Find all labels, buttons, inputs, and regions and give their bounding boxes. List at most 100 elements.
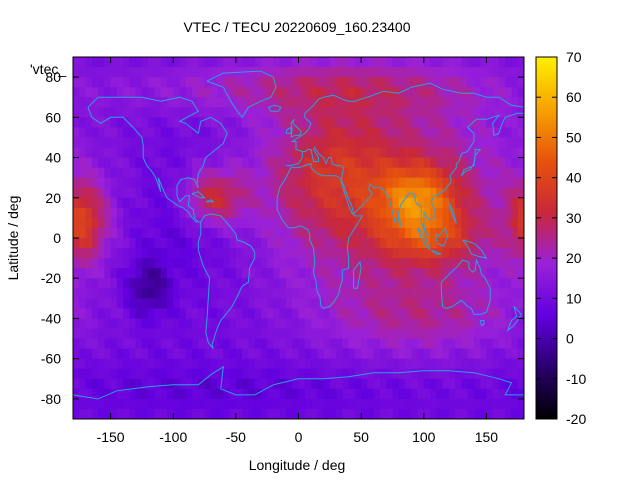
heatmap-cell xyxy=(430,298,437,309)
heatmap-cell xyxy=(273,77,281,88)
heatmap-cell xyxy=(367,167,375,179)
heatmap-cell xyxy=(517,318,524,330)
heatmap-cell xyxy=(505,298,513,309)
heatmap-cell xyxy=(511,358,519,370)
heatmap-cell xyxy=(198,187,206,199)
heatmap-cell xyxy=(354,187,362,199)
heatmap-cell xyxy=(160,177,168,189)
heatmap-cell xyxy=(285,177,293,189)
heatmap-cell xyxy=(223,97,231,108)
heatmap-cell xyxy=(148,207,156,219)
heatmap-cell xyxy=(148,248,156,259)
heatmap-cell xyxy=(398,107,406,118)
heatmap-cell xyxy=(217,187,224,199)
heatmap-cell xyxy=(329,378,337,390)
heatmap-cell xyxy=(123,248,130,259)
heatmap-cell xyxy=(329,157,337,169)
heatmap-cell xyxy=(298,338,306,350)
heatmap-cell xyxy=(173,278,181,289)
heatmap-cell xyxy=(411,358,419,370)
heatmap-cell xyxy=(411,127,419,139)
heatmap-cell xyxy=(411,197,419,209)
heatmap-cell xyxy=(273,298,281,309)
heatmap-cell xyxy=(404,187,412,199)
heatmap-cell xyxy=(210,127,218,139)
heatmap-cell xyxy=(217,207,224,219)
heatmap-cell xyxy=(210,107,218,118)
heatmap-cell xyxy=(235,147,243,159)
heatmap-cell xyxy=(173,318,181,330)
heatmap-cell xyxy=(292,408,300,419)
heatmap-cell xyxy=(467,147,475,159)
heatmap-cell xyxy=(323,328,331,340)
heatmap-cell xyxy=(398,177,406,189)
heatmap-cell xyxy=(179,338,187,350)
heatmap-cell xyxy=(279,147,287,159)
heatmap-cell xyxy=(217,107,224,118)
heatmap-cell xyxy=(123,398,130,410)
heatmap-cell xyxy=(85,57,93,68)
heatmap-cell xyxy=(260,298,268,309)
heatmap-cell xyxy=(135,328,143,340)
heatmap-cell xyxy=(79,348,87,360)
heatmap-cell xyxy=(423,187,431,199)
heatmap-cell xyxy=(254,217,262,229)
heatmap-cell xyxy=(154,328,162,340)
heatmap-cell xyxy=(329,338,337,350)
heatmap-cell xyxy=(116,197,124,209)
heatmap-cell xyxy=(373,378,381,390)
heatmap-cell xyxy=(373,187,381,199)
heatmap-cell xyxy=(398,67,406,78)
heatmap-cell xyxy=(192,318,199,330)
heatmap-cell xyxy=(123,97,130,108)
heatmap-cell xyxy=(304,107,312,118)
heatmap-cell xyxy=(73,368,80,380)
heatmap-cell xyxy=(148,67,156,78)
heatmap-cell xyxy=(442,147,450,159)
heatmap-cell xyxy=(116,398,124,410)
heatmap-cell xyxy=(148,97,156,108)
heatmap-cell xyxy=(129,167,137,179)
heatmap-cell xyxy=(473,67,481,78)
heatmap-cell xyxy=(473,197,481,209)
heatmap-cell xyxy=(480,67,488,78)
heatmap-cell xyxy=(116,97,124,108)
heatmap-cell xyxy=(248,348,256,360)
heatmap-cell xyxy=(436,57,444,68)
heatmap-cell xyxy=(354,318,362,330)
heatmap-cell xyxy=(398,57,406,68)
heatmap-cell xyxy=(498,217,506,229)
heatmap-cell xyxy=(317,248,325,259)
heatmap-cell xyxy=(267,248,275,259)
heatmap-cell xyxy=(323,217,331,229)
heatmap-cell xyxy=(473,107,481,118)
heatmap-cell xyxy=(242,77,249,88)
heatmap-cell xyxy=(311,197,318,209)
heatmap-cell xyxy=(85,197,93,209)
heatmap-cell xyxy=(73,378,80,390)
heatmap-cell xyxy=(336,238,343,249)
heatmap-cell xyxy=(192,308,199,320)
heatmap-cell xyxy=(329,117,337,128)
heatmap-cell xyxy=(104,248,112,259)
heatmap-cell xyxy=(267,358,275,370)
heatmap-cell xyxy=(298,167,306,179)
heatmap-cell xyxy=(129,408,137,419)
heatmap-cell xyxy=(373,137,381,149)
heatmap-cell xyxy=(505,57,513,68)
heatmap-cell xyxy=(141,288,149,299)
x-axis-ticks: -150 -100 -50 0 50 100 150 xyxy=(97,57,498,445)
heatmap-cell xyxy=(123,127,130,139)
heatmap-cell xyxy=(467,278,475,289)
heatmap-cell xyxy=(254,258,262,269)
heatmap-cell xyxy=(98,57,105,68)
heatmap-cell xyxy=(417,338,425,350)
heatmap-cell xyxy=(511,207,519,219)
heatmap-cell xyxy=(386,388,394,400)
heatmap-cell xyxy=(79,87,87,98)
heatmap-cell xyxy=(73,238,80,249)
heatmap-cell xyxy=(342,187,350,199)
heatmap-cell xyxy=(317,117,325,128)
heatmap-cell xyxy=(317,227,325,239)
heatmap-cell xyxy=(505,117,513,128)
